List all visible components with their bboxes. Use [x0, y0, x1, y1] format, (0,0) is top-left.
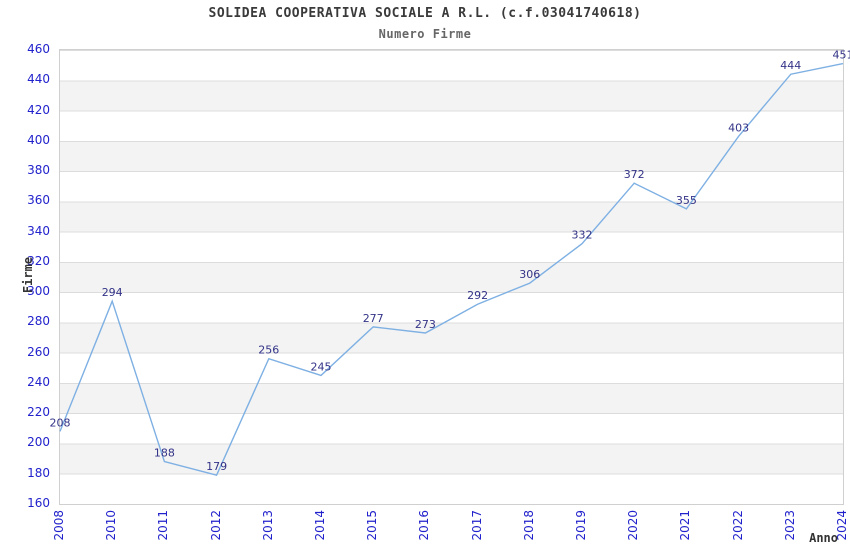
y-tick-label: 200 [27, 435, 50, 450]
data-point-label: 208 [50, 416, 71, 429]
x-tick-label: 2015 [365, 510, 380, 541]
y-tick-label: 360 [27, 193, 50, 208]
data-point-label: 355 [676, 194, 697, 207]
data-point-label: 444 [780, 59, 801, 72]
data-point-label: 256 [258, 344, 279, 357]
data-point-label: 292 [467, 289, 488, 302]
data-point-label: 188 [154, 447, 175, 460]
data-line [59, 62, 844, 477]
y-tick-label: 340 [27, 223, 50, 238]
x-tick-label: 2023 [782, 510, 797, 541]
x-tick-label: 2012 [208, 510, 223, 541]
x-tick-label: 2018 [521, 510, 536, 541]
data-point-label: 332 [572, 229, 593, 242]
y-tick-label: 160 [27, 496, 50, 510]
y-tick-label: 380 [27, 163, 50, 178]
y-tick-label: 440 [27, 72, 50, 87]
y-tick-label: 460 [27, 42, 50, 56]
x-tick-label: 2020 [626, 510, 641, 541]
chart-title: SOLIDEA COOPERATIVA SOCIALE A R.L. (c.f.… [208, 6, 642, 21]
y-axis-title: Firme [21, 256, 35, 294]
x-tick-label: 2014 [313, 510, 327, 541]
data-point-label: 179 [206, 460, 227, 473]
y-tick-label: 280 [27, 314, 50, 329]
y-tick-label: 220 [27, 405, 50, 420]
chart-subtitle: Numero Firme [378, 27, 472, 41]
y-tick-label: 240 [27, 374, 50, 389]
y-tick-label: 400 [27, 132, 50, 147]
x-tick-label: 2010 [104, 510, 119, 541]
data-point-label: 245 [311, 360, 332, 373]
y-tick-label: 260 [27, 344, 50, 359]
x-tick-label: 2021 [678, 510, 693, 541]
x-axis-title: Anno [809, 531, 838, 545]
data-point-label: 273 [415, 318, 436, 331]
y-tick-label: 300 [27, 284, 50, 299]
y-tick-label: 420 [27, 102, 50, 117]
x-tick-label: 2013 [260, 510, 275, 541]
x-tick-label: 2008 [52, 510, 66, 541]
x-tick-label: 2016 [417, 510, 432, 541]
x-tick-label: 2022 [730, 510, 745, 541]
data-point-label: 306 [519, 268, 540, 281]
x-tick-label: 2017 [469, 510, 484, 541]
x-tick-label: 2011 [156, 510, 171, 541]
line-series-svg: 208 294 188 179 256 245 277 273 292 306 332 372 355 4… [50, 49, 850, 477]
x-tick-label: 2019 [574, 510, 588, 541]
y-tick-label: 180 [27, 465, 50, 480]
plot-area [59, 49, 844, 505]
data-point-label: 451 [833, 49, 850, 62]
data-point-label: 403 [728, 121, 749, 134]
data-point-label: 294 [102, 286, 123, 299]
data-point-label: 277 [363, 312, 384, 325]
y-tick-label: 320 [27, 253, 50, 268]
data-point-label: 372 [624, 168, 645, 181]
